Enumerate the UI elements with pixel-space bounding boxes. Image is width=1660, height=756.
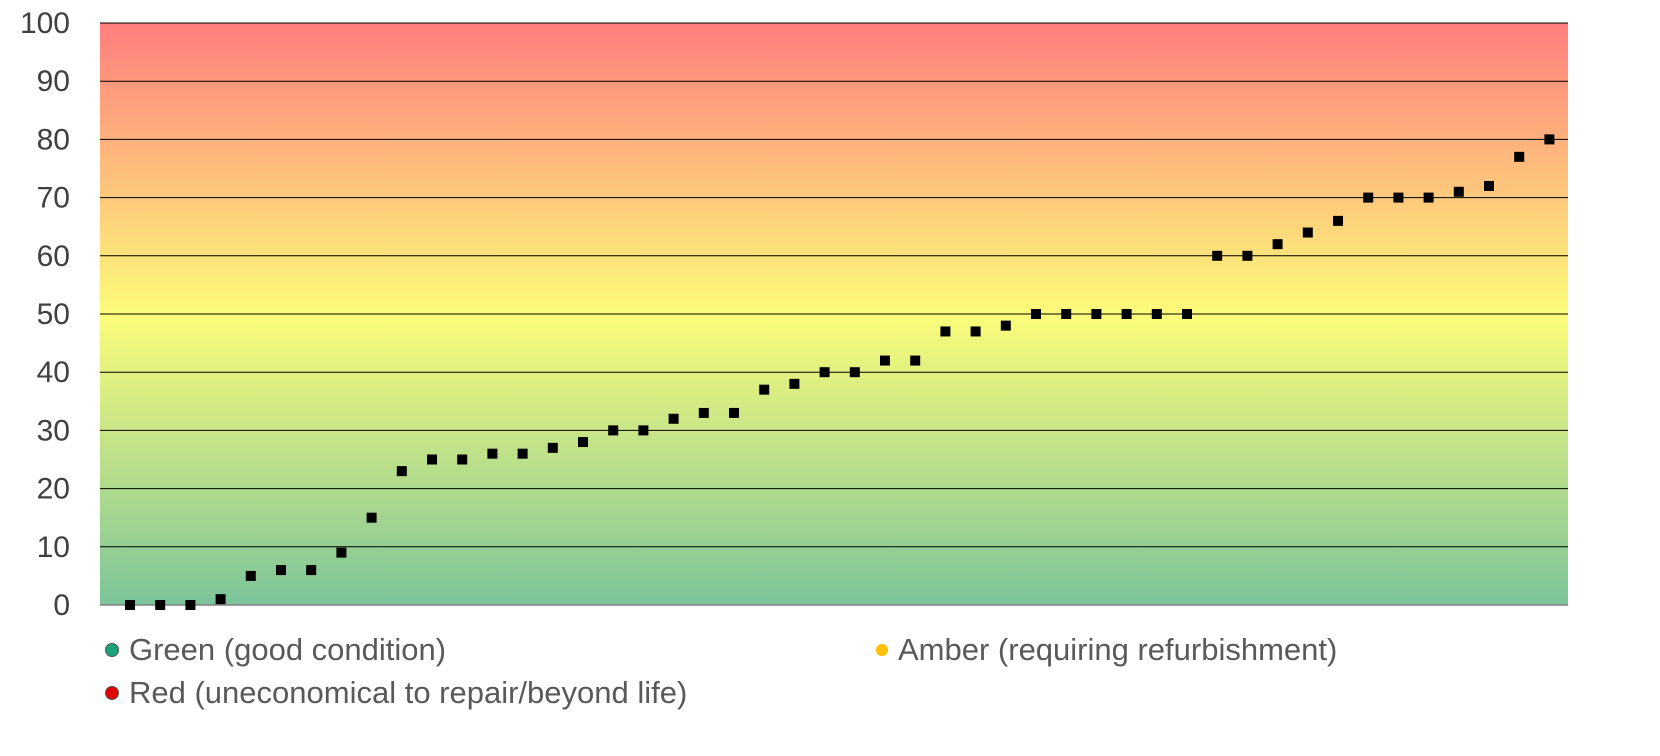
- data-point: [1544, 134, 1555, 145]
- data-point: [1242, 250, 1253, 261]
- legend-item-green: Green (good condition): [105, 632, 446, 668]
- legend-label-amber: Amber (requiring refurbishment): [898, 632, 1338, 667]
- data-point: [306, 565, 317, 576]
- data-point: [487, 448, 498, 459]
- y-tick-label: 10: [37, 531, 70, 564]
- data-point: [759, 384, 770, 395]
- data-point: [1272, 239, 1283, 250]
- legend-item-amber: Amber (requiring refurbishment): [876, 632, 1337, 668]
- data-point: [276, 565, 286, 576]
- data-point: [125, 600, 135, 610]
- data-point: [1423, 192, 1434, 203]
- data-point: [396, 466, 407, 477]
- data-point: [789, 378, 800, 389]
- data-point: [215, 594, 226, 605]
- data-point: [457, 454, 468, 465]
- y-tick-label: 70: [37, 182, 70, 215]
- data-point: [155, 600, 166, 610]
- data-point: [880, 355, 890, 366]
- y-tick-label: 60: [37, 240, 70, 273]
- legend-label-red: Red (uneconomical to repair/beyond life): [129, 675, 688, 710]
- data-point: [1121, 309, 1132, 319]
- data-point: [1182, 309, 1192, 319]
- data-point: [1484, 180, 1494, 191]
- data-point: [1091, 309, 1102, 319]
- y-tick-label: 30: [37, 414, 70, 447]
- legend-label-green: Green (good condition): [129, 632, 447, 667]
- y-tick-label: 0: [53, 589, 70, 622]
- amber-dot-icon: [876, 644, 888, 656]
- data-point: [819, 367, 830, 378]
- data-point: [1453, 186, 1464, 197]
- data-points: [125, 134, 1555, 610]
- data-point: [517, 448, 528, 459]
- data-point: [336, 547, 347, 558]
- y-tick-label: 80: [37, 123, 70, 156]
- data-point: [849, 367, 860, 378]
- y-tick-label: 100: [20, 7, 70, 40]
- data-point: [1000, 320, 1011, 331]
- data-point: [427, 454, 437, 465]
- data-point: [729, 407, 739, 418]
- y-tick-label: 90: [37, 65, 70, 98]
- data-point: [910, 355, 921, 366]
- data-point: [1514, 151, 1525, 162]
- data-point: [1333, 215, 1343, 226]
- data-point: [940, 326, 951, 337]
- red-dot-icon: [105, 686, 119, 700]
- data-point: [970, 326, 981, 337]
- data-point: [1393, 192, 1404, 203]
- data-point: [608, 425, 619, 436]
- data-point: [547, 442, 558, 453]
- data-point: [578, 437, 588, 448]
- data-point: [668, 413, 679, 424]
- data-point: [698, 407, 709, 418]
- data-point: [245, 570, 256, 581]
- data-point: [185, 600, 196, 610]
- data-point: [638, 425, 649, 436]
- green-dot-icon: [105, 643, 119, 657]
- y-tick-label: 40: [37, 356, 70, 389]
- condition-scatter-chart: 0 10 20 30 40 50 60 70 80 90 100: [20, 7, 1568, 622]
- data-point: [366, 512, 377, 523]
- data-point: [1031, 309, 1041, 319]
- y-tick-label: 20: [37, 473, 70, 506]
- gridlines: [100, 22, 1568, 606]
- data-point: [1151, 309, 1162, 319]
- data-point: [1363, 192, 1374, 203]
- y-axis-ticks: 0 10 20 30 40 50 60 70 80 90 100: [20, 7, 70, 622]
- data-point: [1212, 250, 1223, 261]
- data-point: [1061, 309, 1072, 319]
- data-point: [1302, 227, 1313, 238]
- legend-item-red: Red (uneconomical to repair/beyond life): [105, 675, 687, 711]
- y-tick-label: 50: [37, 298, 70, 331]
